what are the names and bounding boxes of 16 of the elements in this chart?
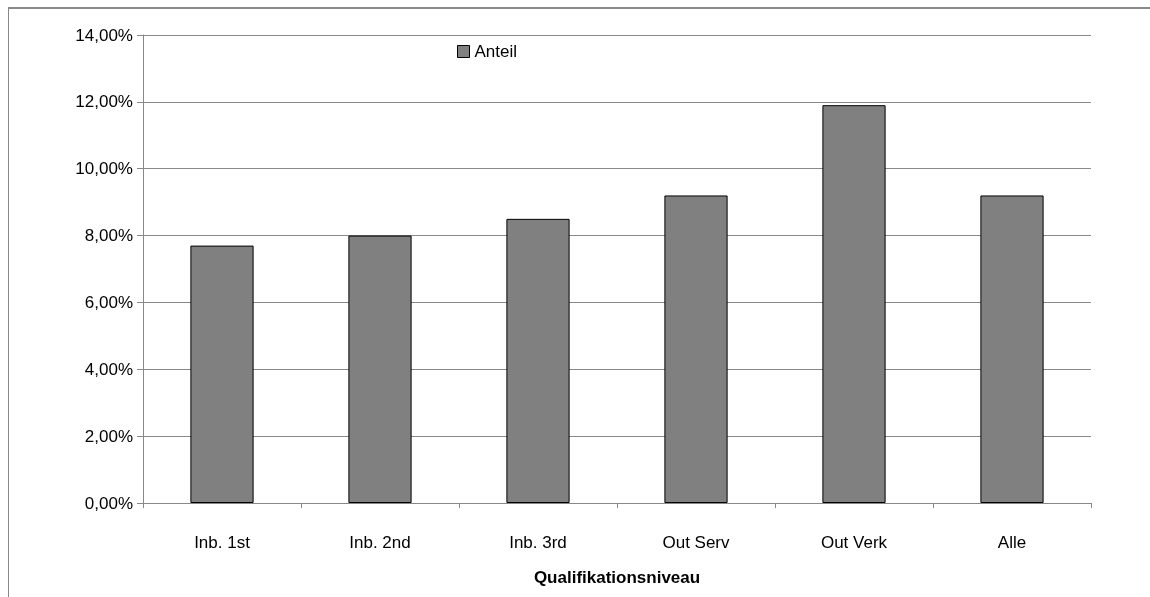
y-tick-label: 10,00% xyxy=(75,159,133,179)
y-tick-label: 12,00% xyxy=(75,92,133,112)
y-tick-label: 0,00% xyxy=(84,493,133,513)
x-tick-label: Inb. 3rd xyxy=(509,533,567,552)
x-tick-label: Inb. 1st xyxy=(194,533,251,552)
x-tick-label: Out Serv xyxy=(662,533,731,552)
y-tick-label: 8,00% xyxy=(84,226,133,246)
legend-label: Anteil xyxy=(474,42,518,61)
y-tick-label: 6,00% xyxy=(84,292,133,312)
x-tick-label: Alle xyxy=(997,533,1027,552)
x-tick-label: Inb. 2nd xyxy=(349,533,411,552)
x-axis-title: Qualifikationsniveau xyxy=(533,568,701,587)
y-tick-label: 14,00% xyxy=(75,25,133,45)
y-tick-label: 4,00% xyxy=(84,359,133,379)
y-tick-label: 2,00% xyxy=(84,426,133,446)
x-tick-label: Out Verk xyxy=(820,533,888,552)
